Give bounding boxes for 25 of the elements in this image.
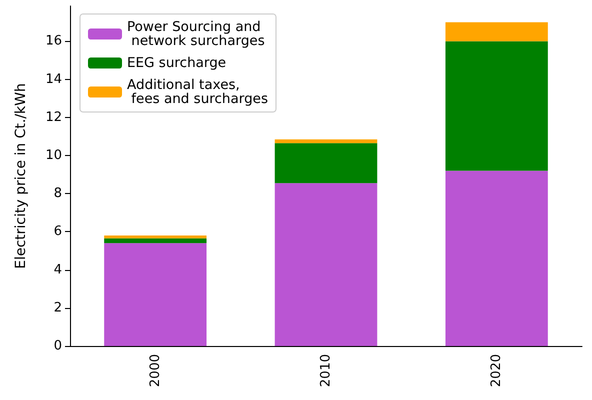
bar [104,243,207,346]
y-tick-label: 16 [45,34,62,49]
bar [274,143,378,184]
bar [445,41,548,171]
legend-label: Additional taxes, fees and surcharges [127,77,268,107]
x-tick-label: 2020 [489,354,504,388]
y-tick-label: 12 [45,110,62,125]
bar [274,183,378,346]
bar [445,170,548,346]
legend-label: EEG surcharge [127,55,226,71]
x-tick-label: 2010 [318,354,334,388]
y-tick-label: 6 [54,224,62,240]
y-tick-label: 0 [54,338,62,354]
bar [274,139,378,144]
y-tick-label: 2 [54,300,62,316]
x-tick-label: 2000 [148,354,163,388]
bar [445,22,548,42]
y-tick-label: 10 [45,148,62,164]
y-axis-title: Electricity price in Ct./kWh [13,83,29,269]
y-tick-label: 14 [45,72,62,87]
bar [104,238,207,244]
y-tick-label: 4 [54,262,62,278]
y-tick-label: 8 [54,186,62,202]
legend-label: Power Sourcing and network surcharges [127,19,265,49]
bar [104,236,207,238]
